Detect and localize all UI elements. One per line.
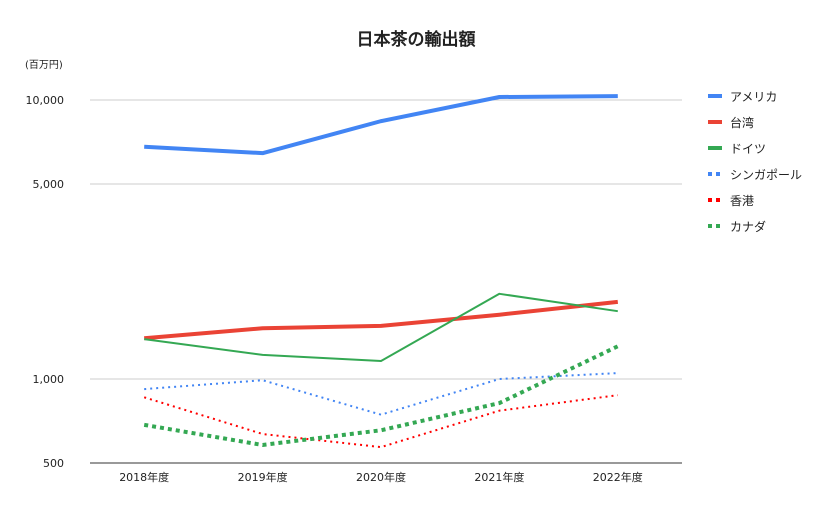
legend-label: ドイツ xyxy=(730,142,766,156)
x-tick-label: 2018年度 xyxy=(119,470,169,484)
y-tick-label: 1,000 xyxy=(33,373,65,386)
y-tick-label: 10,000 xyxy=(26,94,65,107)
legend-label: アメリカ xyxy=(730,90,777,104)
series-line-4 xyxy=(143,394,618,449)
series-line-5 xyxy=(143,344,619,448)
legend-label: シンガポール xyxy=(730,168,802,182)
legend-label: 台湾 xyxy=(730,115,754,130)
y-tick-label: 5,000 xyxy=(33,178,65,191)
chart-title: 日本茶の輸出額 xyxy=(357,29,476,50)
x-tick-label: 2022年度 xyxy=(593,470,643,484)
x-tick-label: 2019年度 xyxy=(238,470,288,484)
series-line-3 xyxy=(144,372,618,416)
x-tick-label: 2021年度 xyxy=(474,470,524,484)
y-tick-label: 500 xyxy=(43,457,64,470)
y-axis-label: (百万円) xyxy=(25,59,63,71)
legend-label: 香港 xyxy=(730,194,754,208)
series-line-0 xyxy=(144,94,618,156)
legend-label: カナダ xyxy=(730,219,766,234)
x-tick-label: 2020年度 xyxy=(356,470,406,484)
series-line-1 xyxy=(144,299,619,341)
